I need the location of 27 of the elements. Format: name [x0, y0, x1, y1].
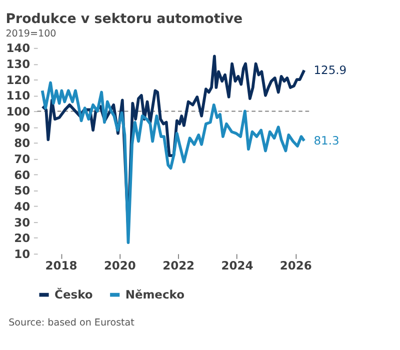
- x-tick-label: 2018: [45, 258, 78, 272]
- x-tick-label: 2024: [221, 258, 254, 272]
- x-tick-label: 2026: [280, 258, 312, 272]
- y-tick-label: 30: [14, 215, 30, 230]
- legend-label: Německo: [125, 288, 185, 302]
- y-tick-label: 80: [14, 136, 30, 150]
- y-tick-label: 50: [14, 184, 30, 198]
- y-tick-label: 90: [14, 120, 30, 134]
- data-label: 125.9: [314, 63, 347, 78]
- y-tick-label: 140: [6, 41, 30, 56]
- y-tick-label: 10: [14, 246, 30, 261]
- chart-subtitle: 2019=100: [6, 28, 56, 40]
- x-tick-label: 2020: [104, 258, 136, 272]
- y-tick-label: 60: [14, 168, 30, 182]
- y-tick-label: 130: [6, 57, 30, 72]
- line-series: [40, 81, 306, 244]
- y-tick-label: 120: [6, 72, 30, 87]
- data-label: 81.3: [314, 134, 340, 148]
- y-tick-label: 70: [14, 152, 30, 166]
- x-tick-label: 2022: [162, 258, 195, 272]
- chart-title: Produkce v sektoru automotive: [6, 12, 243, 28]
- y-tick-label: 110: [6, 88, 30, 103]
- y-tick-label: 100: [6, 104, 30, 119]
- legend-label: Česko: [54, 288, 93, 302]
- y-tick-label: 20: [14, 231, 30, 246]
- y-tick-label: 40: [14, 199, 30, 214]
- source-note: Source: based on Eurostat: [8, 317, 135, 328]
